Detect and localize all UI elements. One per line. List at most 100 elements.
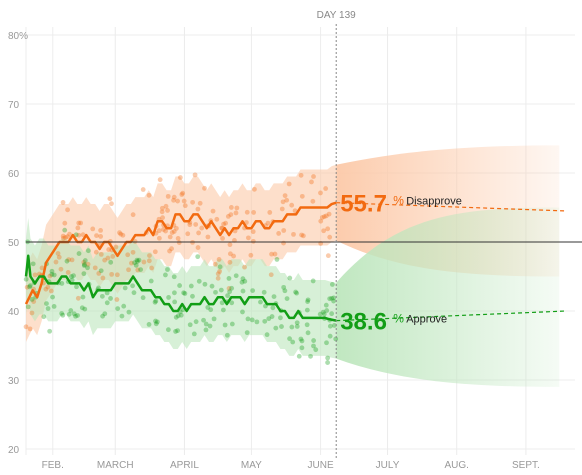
poll-dot [199, 225, 205, 231]
poll-dot [44, 301, 49, 306]
poll-dot [325, 355, 331, 361]
x-tick-label: SEPT. [512, 460, 540, 471]
poll-dot [114, 297, 120, 302]
poll-dot [130, 283, 135, 289]
poll-dot [304, 322, 310, 328]
poll-dot [133, 262, 139, 268]
poll-dot [81, 263, 87, 268]
poll-dot [63, 235, 68, 240]
poll-dot [269, 251, 274, 257]
poll-dot [325, 360, 331, 365]
series-name-disapprove: Disapprove [406, 196, 462, 208]
poll-dot [132, 260, 137, 266]
poll-dot [202, 281, 208, 287]
historical-band [26, 164, 337, 343]
poll-dot [250, 229, 256, 235]
poll-dot [267, 210, 273, 215]
poll-dot [165, 267, 170, 272]
poll-dot [218, 287, 224, 293]
poll-dot [108, 259, 114, 265]
poll-dot [282, 288, 288, 294]
poll-dot [156, 228, 162, 234]
poll-dot [80, 232, 86, 238]
poll-dot [231, 253, 236, 259]
poll-dot [173, 329, 178, 334]
poll-dot [167, 248, 172, 254]
poll-dot [166, 295, 172, 300]
poll-dot [58, 266, 64, 272]
poll-dot [130, 249, 136, 255]
poll-dot [299, 232, 304, 238]
poll-dot [65, 234, 70, 240]
x-tick-label: FEB. [42, 460, 64, 471]
poll-dot [172, 299, 178, 305]
current-value-disapprove: 55.7 [340, 191, 387, 218]
poll-dot [76, 232, 82, 238]
poll-dot [319, 215, 325, 220]
poll-dot [311, 338, 317, 343]
poll-dot [76, 251, 82, 256]
poll-dot [109, 271, 115, 277]
poll-dot [180, 190, 186, 196]
poll-dot [327, 234, 333, 240]
poll-dot [75, 313, 80, 318]
poll-dot [227, 289, 233, 295]
poll-dot [69, 257, 75, 263]
poll-dot [195, 245, 201, 250]
poll-dot [227, 251, 233, 257]
poll-dot [310, 278, 316, 284]
poll-dot [156, 235, 162, 241]
poll-dot [188, 283, 194, 289]
poll-dot [205, 305, 211, 310]
poll-dot [60, 312, 66, 318]
poll-dot [41, 314, 47, 320]
poll-dot [153, 298, 159, 304]
poll-dot [271, 294, 277, 300]
poll-dot [119, 313, 125, 319]
poll-dot [331, 298, 336, 304]
poll-dot [217, 269, 222, 274]
poll-dot [193, 319, 199, 325]
poll-dot [85, 248, 91, 254]
poll-dot [250, 288, 256, 294]
poll-dot [134, 257, 140, 263]
poll-dot [305, 299, 310, 304]
day-marker-label: DAY 139 [317, 10, 357, 21]
poll-dot [165, 193, 171, 199]
poll-dot [165, 327, 171, 333]
poll-dot [96, 271, 102, 276]
poll-dot [135, 267, 141, 273]
poll-dot [217, 264, 223, 270]
poll-dot [240, 276, 246, 282]
poll-dot [240, 288, 246, 294]
poll-dot [114, 272, 120, 278]
poll-dot [216, 257, 222, 262]
poll-dot [138, 267, 144, 273]
poll-dot [321, 228, 327, 234]
poll-dot [209, 283, 215, 289]
poll-dot [318, 218, 324, 224]
poll-dot [177, 283, 182, 288]
poll-dot [248, 252, 254, 258]
poll-dot [324, 340, 329, 346]
poll-dot [163, 272, 168, 278]
poll-dot [323, 302, 329, 308]
poll-dot [265, 220, 271, 226]
x-tick-label: AUG. [444, 460, 468, 471]
poll-dot [66, 257, 72, 263]
poll-dot [90, 226, 96, 232]
current-value-approve: 38.6 [340, 309, 387, 336]
poll-dot [196, 230, 202, 236]
y-axis: 80% 70 60 50 40 30 20 [8, 31, 28, 456]
poll-dot [50, 294, 55, 300]
x-tick-label: APRIL [170, 460, 199, 471]
poll-dot [305, 330, 311, 336]
poll-dot [215, 271, 221, 277]
poll-dot [165, 208, 170, 213]
poll-dot [227, 259, 233, 265]
poll-dot [321, 311, 327, 317]
poll-dot [310, 198, 316, 204]
poll-dot [98, 234, 104, 239]
poll-dot [279, 324, 284, 329]
